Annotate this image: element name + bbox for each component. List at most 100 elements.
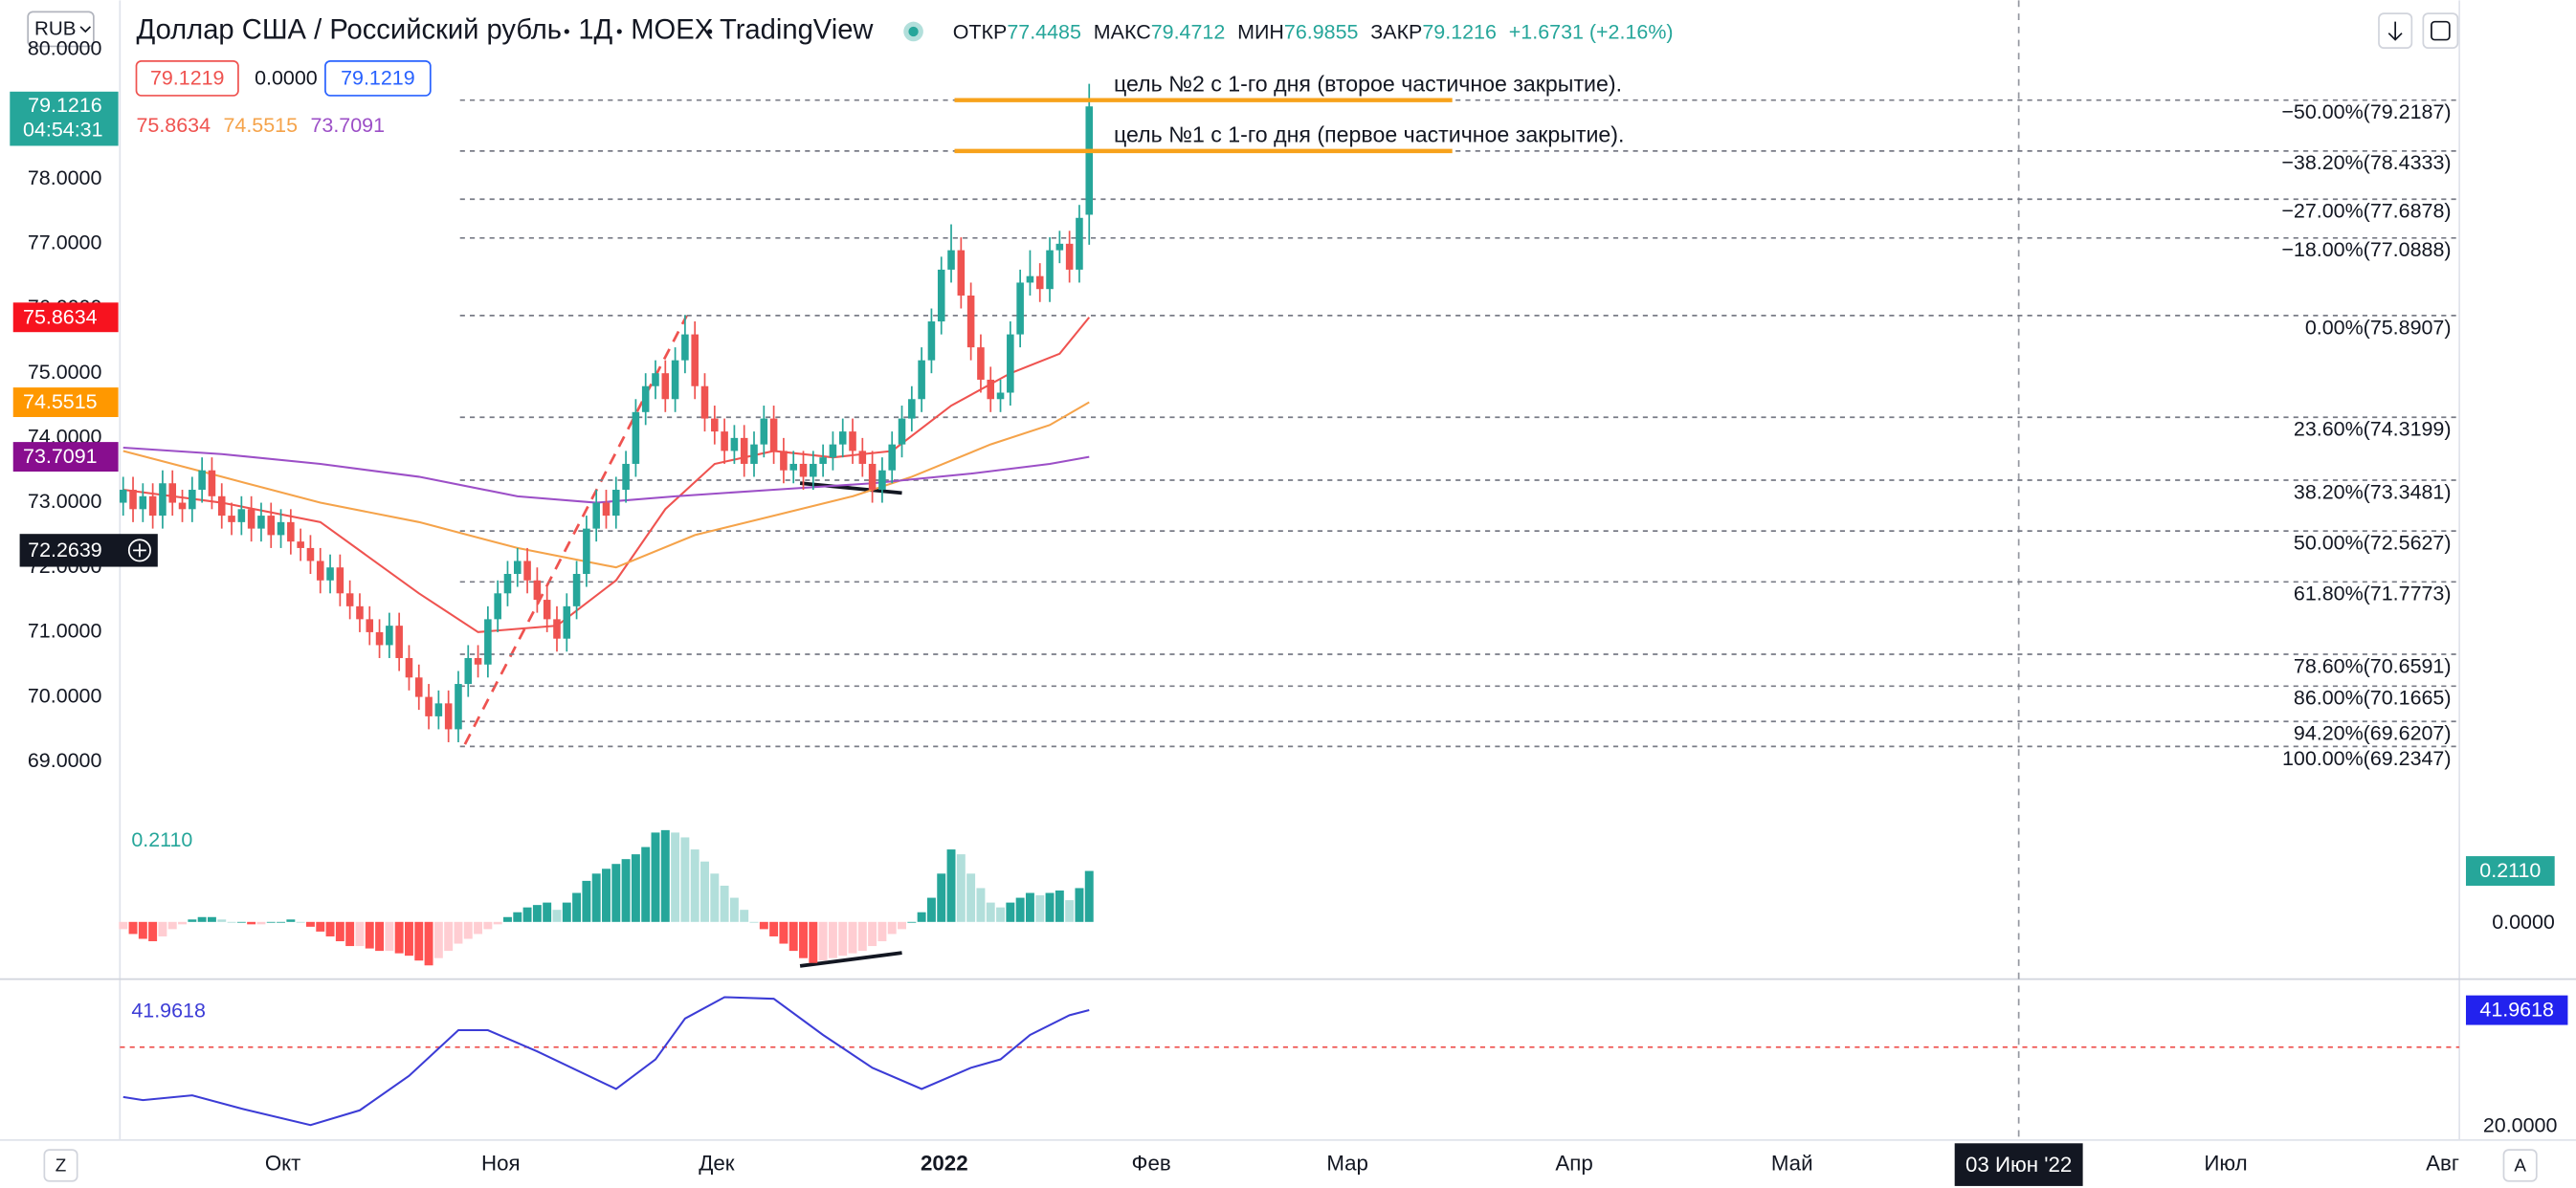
candle-body [405,657,413,678]
oscillator-line [122,996,1090,1127]
indicator-value: 41.9618 [131,1000,206,1023]
fib-level-label: 86.00%(70.1665) [2294,687,2452,710]
legend-badge [135,60,239,97]
candle-body [937,269,945,322]
candle-body [247,509,255,529]
candle-body [612,490,620,517]
candle-body [484,619,492,665]
histogram-bar [641,847,651,922]
candle-body [159,483,167,517]
histogram-bar [828,921,837,958]
histogram-bar [937,873,946,922]
histogram-bar [1025,892,1034,922]
histogram-bar [335,921,344,942]
candle-body [602,502,611,517]
currency-dropdown[interactable] [27,11,95,48]
candle-body [356,605,364,620]
candle-body [434,703,443,716]
x-tick-label: Май [1771,1151,1813,1175]
y-tick-label: 20.0000 [2483,1114,2558,1137]
histogram-bar [236,921,246,923]
candle-body [316,561,324,581]
ma-price-tag [12,302,119,333]
scroll-icon [2387,21,2403,41]
candle-body [395,626,403,658]
dropdown-arrow [79,26,92,33]
candle-body [789,463,797,471]
histogram-bar [671,832,680,922]
histogram-bar [572,892,582,922]
add-alert-icon [127,539,151,562]
histogram-bar [433,921,443,958]
ohlc-value: 79.1216 [1422,20,1497,43]
histogram-bar [532,905,542,922]
zoom-button[interactable] [43,1149,78,1182]
candle-body [799,463,808,477]
separator-dot [707,29,713,34]
histogram-bar [1035,895,1045,922]
histogram-bar [138,921,147,939]
histogram-bar [690,849,700,922]
candle-body [977,347,985,380]
candle-body [641,385,650,412]
candle-body [760,418,768,445]
candle-body [918,360,925,400]
x-tick-label: Апр [1555,1151,1592,1175]
ohlc-value: 76.9855 [1284,20,1359,43]
moving-average-line [122,447,1090,504]
candle-body [336,567,344,594]
candle-body [366,619,374,632]
histogram-bar [907,921,917,923]
histogram-bar [926,897,936,922]
histogram-bar [1084,870,1094,922]
candle-body [819,457,827,464]
ohlc-value: 79.4712 [1151,20,1226,43]
candle-body [572,573,581,606]
ohlc-change: +1.6731 (+2.16%) [1509,20,1674,43]
histogram-bar [740,910,749,922]
auto-scale-button[interactable] [2502,1149,2538,1182]
histogram-bar [562,902,571,922]
x-tick-label: Дек [699,1151,735,1175]
x-tick-label: Авг [2426,1151,2459,1175]
histogram-bar [158,921,167,936]
candle-body [306,547,315,561]
countdown-label: 04:54:31 [23,119,103,142]
legend-badge [324,60,432,97]
ma-price-tag-label: 75.8634 [23,305,98,328]
candle-body [129,490,137,510]
histogram-bar [394,921,404,954]
histogram-bar [345,921,355,947]
ma-price-tag [12,442,119,473]
candle-body [217,495,226,517]
histogram-bar [543,902,552,922]
currency-label: RUB [34,18,76,40]
legend-badge-text: 79.1219 [150,66,225,89]
histogram-bar [197,916,207,922]
histogram-bar [651,832,660,922]
fib-level-label: −18.00%(77.0888) [2281,238,2451,261]
candle-body [533,580,542,601]
histogram-bar [277,921,286,923]
candle-body [888,444,896,471]
y-tick-label: 71.0000 [28,620,102,643]
candle-body [652,373,659,386]
candle-body [208,470,216,496]
histogram-bar [868,921,877,947]
fib-level-label: −50.00%(79.2187) [2281,100,2451,123]
ohlc-label: МАКС [1094,20,1151,43]
candle-body [455,684,462,730]
histogram-bar [463,921,473,939]
y-tick-label: 77.0000 [28,231,102,254]
fib-level-label: 78.60%(70.6591) [2294,654,2452,677]
candle-body [838,431,847,445]
histogram-bar [355,921,365,947]
x-tick-label: Фев [1132,1151,1171,1175]
trend-line-drawing [463,315,688,745]
histogram-bar [631,854,640,922]
fullscreen-button[interactable] [2422,12,2459,50]
fib-level-label: 61.80%(71.7773) [2294,583,2452,605]
candle-body [474,657,482,665]
histogram-bar [660,829,670,922]
